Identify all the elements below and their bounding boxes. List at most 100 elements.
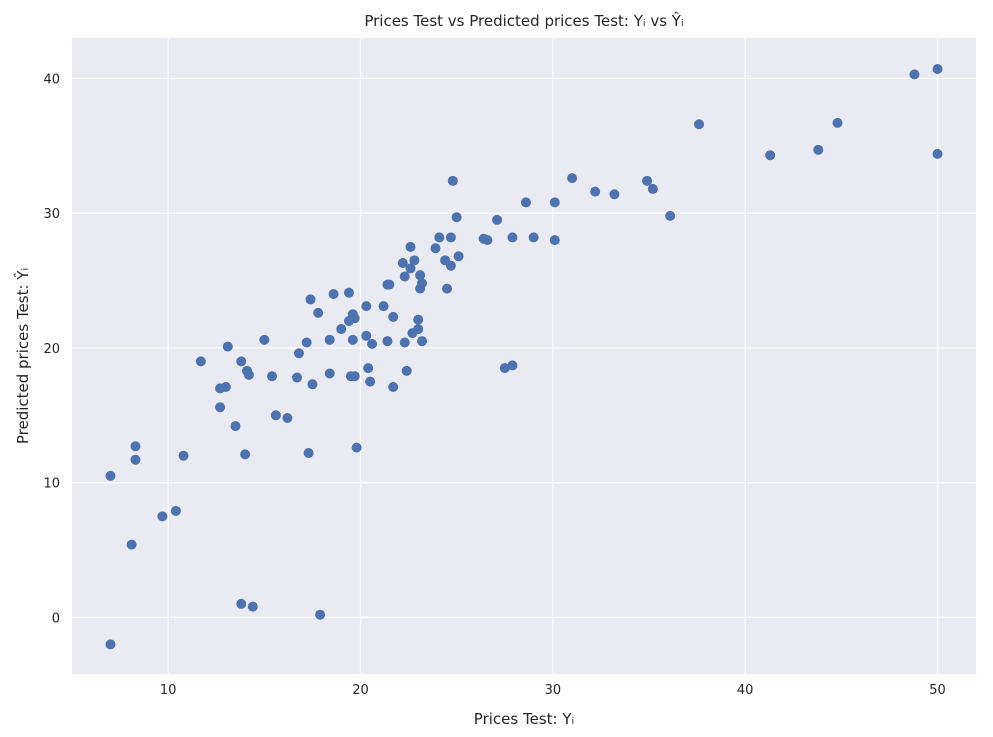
y-tick-label: 20 xyxy=(43,342,60,357)
data-point xyxy=(130,441,141,452)
x-tick-label: 50 xyxy=(929,683,946,698)
data-point xyxy=(434,232,445,243)
data-point xyxy=(609,189,620,200)
data-point xyxy=(401,365,412,376)
data-point xyxy=(349,313,360,324)
data-point xyxy=(405,263,416,274)
data-point xyxy=(307,379,318,390)
data-point xyxy=(932,148,943,159)
data-point xyxy=(243,369,254,380)
data-point xyxy=(240,449,251,460)
data-point xyxy=(445,232,456,243)
data-point xyxy=(270,410,281,421)
data-point xyxy=(399,337,410,348)
data-point xyxy=(349,371,360,382)
data-point xyxy=(105,470,116,481)
data-point xyxy=(453,251,464,262)
data-point xyxy=(388,311,399,322)
data-point xyxy=(378,301,389,312)
data-point xyxy=(347,334,358,345)
data-point xyxy=(399,271,410,282)
data-point xyxy=(384,279,395,290)
y-tick-label: 10 xyxy=(43,477,60,492)
data-point xyxy=(195,356,206,367)
y-tick-label: 40 xyxy=(43,72,60,87)
chart-title: Prices Test vs Predicted prices Test: Yᵢ… xyxy=(364,11,683,30)
x-tick-label: 30 xyxy=(545,683,562,698)
data-point xyxy=(215,402,226,413)
data-point xyxy=(932,63,943,74)
data-point xyxy=(236,598,247,609)
data-point xyxy=(528,232,539,243)
y-axis-title: Predicted prices Test: Ŷᵢ xyxy=(13,268,32,444)
data-point xyxy=(363,363,374,374)
data-point xyxy=(567,173,578,184)
data-point xyxy=(220,381,231,392)
data-point xyxy=(549,197,560,208)
data-point xyxy=(126,539,137,550)
data-point xyxy=(157,511,168,522)
y-tick-labels: 0 10 20 30 40 xyxy=(43,72,60,626)
data-point xyxy=(313,307,324,318)
data-point xyxy=(909,69,920,80)
data-point xyxy=(642,175,653,186)
data-point xyxy=(130,454,141,465)
data-point xyxy=(409,255,420,266)
data-point xyxy=(222,341,233,352)
data-point xyxy=(765,150,776,161)
data-point xyxy=(482,235,493,246)
data-point xyxy=(305,294,316,305)
data-point xyxy=(499,363,510,374)
data-point xyxy=(417,336,428,347)
data-point xyxy=(301,337,312,348)
data-point xyxy=(665,210,676,221)
data-point xyxy=(590,186,601,197)
data-point xyxy=(694,119,705,130)
data-point xyxy=(813,144,824,155)
data-point xyxy=(445,260,456,271)
x-axis-title: Prices Test: Yᵢ xyxy=(474,710,574,728)
data-point xyxy=(442,283,453,294)
data-point xyxy=(351,442,362,453)
data-point xyxy=(365,376,376,387)
data-point xyxy=(324,368,335,379)
data-point xyxy=(413,324,424,335)
data-point xyxy=(507,360,518,371)
data-point xyxy=(247,601,258,612)
data-point xyxy=(336,324,347,335)
x-tick-label: 10 xyxy=(160,683,177,698)
data-point xyxy=(230,421,241,432)
data-point xyxy=(415,270,426,281)
data-point xyxy=(293,348,304,359)
data-point xyxy=(388,381,399,392)
data-point xyxy=(413,314,424,325)
plot-background xyxy=(72,38,976,674)
data-point xyxy=(451,212,462,223)
y-tick-label: 30 xyxy=(43,207,60,222)
data-point xyxy=(343,287,354,298)
data-point xyxy=(417,278,428,289)
grid-lines xyxy=(72,38,976,674)
x-tick-label: 40 xyxy=(737,683,754,698)
data-point xyxy=(170,505,181,516)
data-point xyxy=(236,356,247,367)
x-tick-label: 20 xyxy=(352,683,369,698)
data-point xyxy=(324,334,335,345)
data-point xyxy=(382,336,393,347)
data-point xyxy=(292,372,303,383)
data-point xyxy=(178,450,189,461)
data-point xyxy=(328,289,339,300)
data-point xyxy=(492,214,503,225)
data-point xyxy=(105,639,116,650)
data-point xyxy=(430,243,441,254)
data-point xyxy=(267,371,278,382)
data-points xyxy=(105,63,943,650)
data-point xyxy=(405,241,416,252)
data-point xyxy=(282,412,293,423)
data-point xyxy=(549,235,560,246)
data-point xyxy=(447,175,458,186)
data-point xyxy=(303,448,314,459)
data-point xyxy=(361,330,372,341)
data-point xyxy=(832,117,843,128)
